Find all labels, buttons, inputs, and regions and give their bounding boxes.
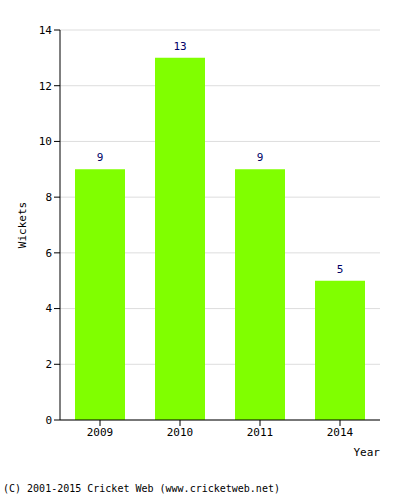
- svg-text:9: 9: [97, 151, 104, 164]
- svg-text:2009: 2009: [87, 426, 114, 439]
- svg-text:6: 6: [45, 247, 52, 260]
- svg-text:5: 5: [337, 263, 344, 276]
- svg-text:Wickets: Wickets: [16, 202, 29, 248]
- html-text:(C) 2001-2015 Cricket Web (www: (C) 2001-2015 Cricket Web (www.cricketwe…: [3, 483, 280, 494]
- svg-text:13: 13: [173, 40, 186, 53]
- svg-text:12: 12: [39, 80, 52, 93]
- svg-text:4: 4: [45, 302, 52, 315]
- svg-text:Year: Year: [354, 446, 381, 459]
- svg-text:8: 8: [45, 191, 52, 204]
- svg-text:2011: 2011: [247, 426, 274, 439]
- svg-text:9: 9: [257, 151, 264, 164]
- svg-text:2010: 2010: [167, 426, 194, 439]
- svg-text:2: 2: [45, 358, 52, 371]
- svg-text:0: 0: [45, 414, 52, 427]
- svg-text:2014: 2014: [327, 426, 354, 439]
- svg-text:10: 10: [39, 135, 52, 148]
- svg-text:14: 14: [39, 24, 53, 37]
